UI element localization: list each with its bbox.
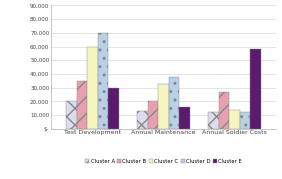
Bar xyxy=(137,111,148,129)
Bar xyxy=(229,110,240,129)
Bar xyxy=(108,88,119,129)
Bar xyxy=(66,101,77,129)
Bar xyxy=(208,112,219,129)
Legend: Cluster A, Cluster B, Cluster C, Cluster D, Cluster E: Cluster A, Cluster B, Cluster C, Cluster… xyxy=(85,159,242,164)
Bar xyxy=(148,101,158,129)
Bar xyxy=(77,81,87,129)
Bar xyxy=(87,47,98,129)
Bar xyxy=(250,49,261,129)
Bar xyxy=(219,92,229,129)
Bar xyxy=(158,84,169,129)
Bar xyxy=(179,107,190,129)
Bar xyxy=(169,77,179,129)
Bar xyxy=(98,33,108,129)
Bar xyxy=(240,112,250,129)
